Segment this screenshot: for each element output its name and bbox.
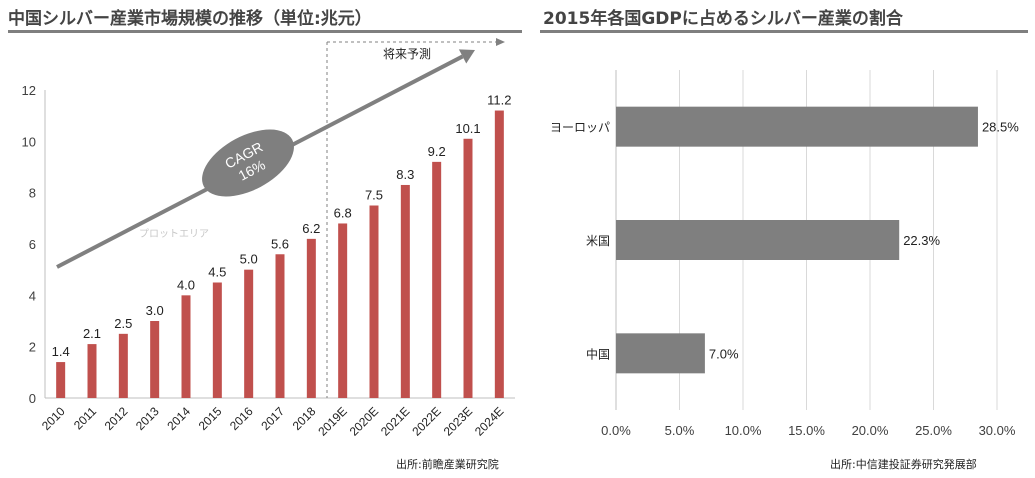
data-label: 2.1 [83,326,101,341]
data-label: 7.0% [709,346,739,361]
data-label: 6.2 [302,221,320,236]
left-title-rule [8,30,522,33]
y-tick-label: 中国 [586,346,610,361]
bar [56,362,66,398]
y-tick-label: 8 [29,186,36,201]
data-label: 9.2 [428,144,446,159]
data-label: 22.3% [903,233,940,248]
y-tick-label: ヨーロッパ [550,121,610,135]
bar [306,238,316,398]
trend-arrowhead [458,49,475,64]
right-source-note: 出所:中信建投証券研究発展部 [830,458,977,471]
bar [616,106,978,147]
bar [118,333,128,398]
right-title-rule [540,30,1028,33]
bar [616,333,705,374]
bar [338,223,348,398]
plot-area-label: プロットエリア [139,228,209,240]
left-chart-title: 中国シルバー産業市場規模の推移（単位:兆元） [8,9,372,29]
y-tick-label: 米国 [586,234,610,248]
bar [275,254,285,398]
data-label: 6.8 [334,205,352,220]
x-tick-label: 15.0% [788,423,825,438]
left-bar-chart: 024681012プロットエリアCAGR16%将来予測1.420102.1201… [22,38,515,439]
data-label: 3.0 [146,303,164,318]
y-tick-label: 0 [29,391,36,406]
x-tick-label: 20.0% [852,423,889,438]
bar [150,321,160,398]
x-tick-label: 25.0% [915,423,952,438]
y-tick-label: 6 [29,237,36,252]
x-tick-label: 10.0% [725,423,762,438]
y-tick-label: 10 [22,134,36,149]
data-label: 8.3 [396,167,414,182]
data-label: 2.5 [114,316,132,331]
data-label: 28.5% [982,120,1019,135]
x-tick-label: 5.0% [665,423,695,438]
y-tick-label: 12 [22,83,36,98]
bar [400,184,410,398]
bar [494,110,504,399]
bar [369,205,379,398]
data-label: 1.4 [52,344,70,359]
forecast-label: 将来予測 [383,47,431,61]
bar [616,220,900,260]
bar [181,295,191,398]
bar [212,282,222,398]
data-label: 4.0 [177,277,195,292]
forecast-arrowhead [496,38,505,46]
data-label: 10.1 [455,121,480,136]
x-tick-label: 30.0% [979,423,1016,438]
x-tick-label: 0.0% [601,423,631,438]
right-chart-title: 2015年各国GDPに占めるシルバー産業の割合 [543,9,903,29]
data-label: 5.6 [271,236,289,251]
left-source-note: 出所:前瞻産業研究院 [396,458,499,471]
y-tick-label: 2 [29,340,36,355]
data-label: 11.2 [487,93,511,108]
data-label: 5.0 [240,252,258,267]
data-label: 4.5 [208,265,226,280]
bar [432,161,442,398]
y-tick-label: 4 [29,288,36,303]
cagr-ellipse [202,129,294,197]
data-label: 7.5 [365,188,383,203]
bar [463,138,473,398]
bar [87,344,97,398]
bar [244,269,254,398]
